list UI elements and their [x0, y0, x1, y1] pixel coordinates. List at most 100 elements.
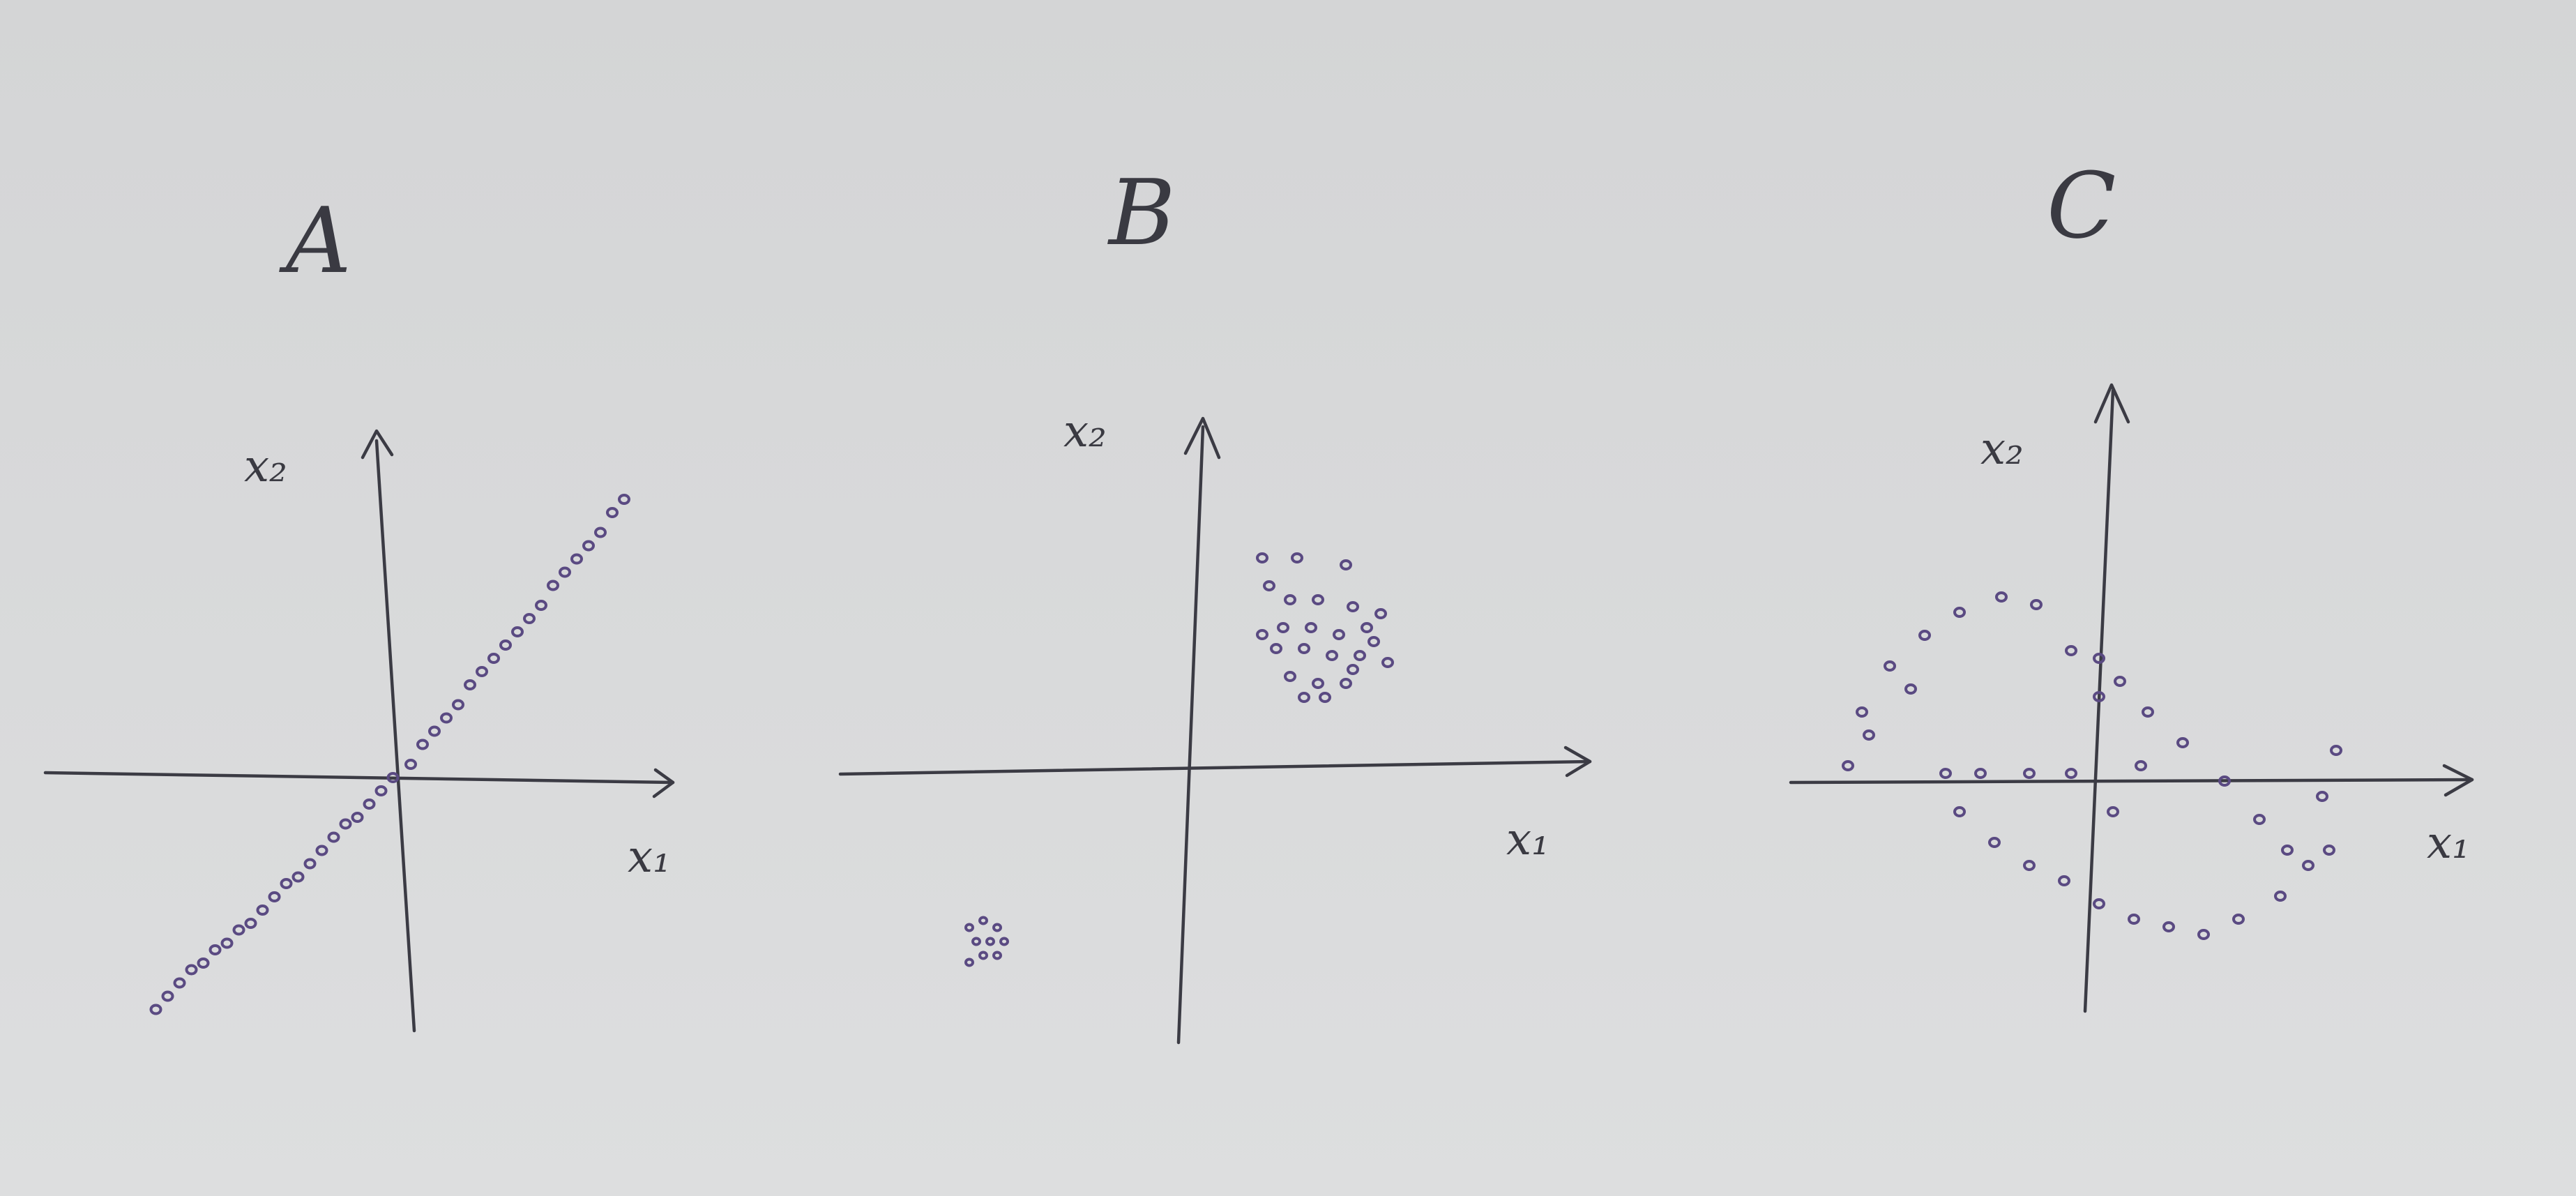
scatter-point: [386, 772, 400, 783]
scatter-point: [1939, 768, 1952, 779]
scatter-point: [2030, 599, 2043, 610]
scatter-point: [978, 916, 988, 925]
scatter-point: [1256, 552, 1268, 563]
scatter-point: [1367, 636, 1380, 647]
scatter-point: [404, 759, 417, 770]
scatter-point: [2023, 860, 2036, 871]
panel-c-x-arrow: [2442, 764, 2474, 797]
scatter-point: [978, 951, 988, 960]
panel-b-points: [964, 552, 1394, 967]
scatter-point: [1340, 678, 1352, 689]
scatter-point: [1904, 683, 1917, 695]
panel-b-y-axis: [1176, 425, 1205, 1045]
scatter-point: [1361, 622, 1373, 633]
scatter-point: [2197, 929, 2210, 940]
scatter-point: [2162, 921, 2175, 932]
scatter-point: [2065, 768, 2077, 779]
scatter-point: [1305, 622, 1317, 633]
scatter-point: [535, 600, 547, 611]
panel-a-title: A: [279, 188, 351, 294]
scatter-point: [1326, 650, 1338, 661]
scatter-point: [2302, 860, 2314, 871]
scatter-point: [268, 891, 281, 902]
scatter-point: [1312, 594, 1324, 605]
scatter-point: [2023, 768, 2036, 779]
scatter-point: [964, 923, 974, 932]
scatter-point: [1842, 760, 1854, 771]
scatter-point: [1884, 660, 1896, 672]
scatter-point: [1354, 650, 1366, 661]
panel-c-y-arrow: [2093, 383, 2130, 424]
panel-b-title: B: [1107, 160, 1176, 266]
scatter-point: [2107, 806, 2119, 817]
panel-a-y-label: x₂: [244, 441, 287, 492]
scatter-point: [374, 785, 388, 796]
scatter-point: [964, 957, 974, 967]
scatter-point: [2093, 653, 2105, 664]
scatter-point: [1291, 552, 1303, 563]
scatter-point: [161, 990, 174, 1002]
scatter-point: [209, 944, 222, 955]
scatter-point: [1284, 671, 1296, 682]
scatter-point: [327, 831, 340, 843]
scatter-point: [2316, 791, 2328, 802]
scatter-point: [1856, 706, 1868, 718]
scatter-point: [2281, 845, 2294, 856]
scatter-point: [992, 951, 1002, 960]
scatter-point: [197, 957, 210, 969]
panel-c: C x₁ x₂: [1789, 153, 2474, 1013]
scatter-point: [149, 1004, 162, 1015]
panel-b-x-label: x₁: [1506, 814, 1550, 865]
scatter-point: [2128, 914, 2140, 925]
scatter-point: [2176, 737, 2189, 748]
scatter-point: [339, 818, 352, 830]
panel-b: B x₁ x₂: [838, 160, 1592, 1045]
scatter-point: [1270, 643, 1282, 654]
scatter-point: [1988, 837, 2001, 848]
scatter-point: [2330, 745, 2342, 756]
scatter-point: [606, 507, 619, 518]
scatter-point: [1298, 692, 1310, 703]
scatter-point: [2232, 914, 2245, 925]
scatter-point: [499, 639, 512, 651]
scatter-point: [523, 613, 536, 624]
scatter-point: [559, 566, 571, 578]
panel-c-x-axis: [1789, 778, 2474, 785]
panel-c-x-label: x₁: [2427, 817, 2470, 869]
scatter-point: [2253, 814, 2266, 825]
scatter-point: [428, 725, 441, 737]
scatter-point: [315, 845, 328, 856]
scatter-point: [440, 712, 453, 724]
scatter-point: [1381, 657, 1394, 668]
scatter-point: [1333, 629, 1345, 640]
panel-a-x-axis: [43, 771, 675, 785]
scatter-point: [2093, 691, 2105, 702]
scatter-point: [2058, 875, 2070, 886]
panel-a: A x₁ x₂: [43, 188, 675, 1033]
panel-a-x-arrow: [652, 768, 675, 798]
scatter-point: [185, 964, 198, 976]
scatter-point: [452, 699, 464, 711]
scatter-point: [363, 798, 376, 810]
scatter-point: [985, 937, 995, 946]
scatter-point: [2323, 845, 2335, 856]
scatter-point: [416, 739, 429, 750]
scatter-point: [1918, 630, 1931, 641]
scatter-point: [618, 494, 630, 505]
scatter-point: [173, 977, 186, 989]
scatter-point: [1347, 664, 1359, 675]
scatter-point: [582, 540, 595, 552]
scatter-point: [992, 923, 1002, 932]
scatter-point: [1863, 729, 1875, 741]
panel-c-y-label: x₂: [1980, 423, 2024, 475]
scatter-point: [2142, 706, 2154, 718]
scatter-point: [464, 679, 476, 690]
panel-b-x-axis: [838, 759, 1592, 776]
scatter-point: [594, 527, 607, 538]
scatter-point: [1312, 678, 1324, 689]
panel-b-x-arrow: [1563, 745, 1592, 778]
scatter-point: [1340, 559, 1352, 570]
scatter-point: [256, 904, 269, 916]
panel-c-points: [1842, 591, 2342, 940]
